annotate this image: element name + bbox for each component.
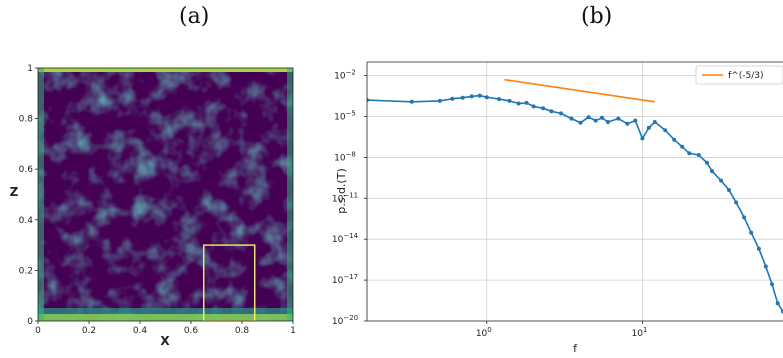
heatmap-panel: 0 0.2 0.4 0.6 0.8 1 0 0.2 0.4 0.6 0.8 1 X Z xyxy=(10,64,296,348)
psd-data-point xyxy=(549,109,554,114)
heatmap-frame xyxy=(37,67,294,322)
heatmap-boundary-layers xyxy=(38,68,293,321)
psd-data-point xyxy=(524,100,529,105)
psd-data-point xyxy=(516,101,521,106)
psd-data-point xyxy=(600,115,604,120)
heatmap-x-tick-label: 0.4 xyxy=(133,326,148,336)
heatmap-y-tick-label: 0.6 xyxy=(19,165,34,175)
psd-data-point xyxy=(559,111,563,116)
psd-data-point xyxy=(586,115,591,120)
legend-label: f^(-5/3) xyxy=(728,71,763,81)
spectrum-x-axis-title: f xyxy=(573,342,578,355)
heatmap-x-tick-label: 0.2 xyxy=(82,326,96,336)
psd-data-point xyxy=(484,95,489,100)
heatmap-y-tick-label: 0.2 xyxy=(19,266,33,276)
psd-data-point xyxy=(734,200,739,205)
psd-data-point xyxy=(450,96,455,101)
heatmap-x-axis-title: X xyxy=(160,334,170,348)
psd-data-point xyxy=(541,106,546,111)
reference-slope-line xyxy=(504,78,655,103)
psd-data-point xyxy=(680,144,685,149)
psd-data-point xyxy=(749,230,754,235)
psd-data-point xyxy=(569,116,574,121)
spectrum-y-axis-title: p.s.d.(T) xyxy=(335,168,348,214)
heatmap-x-tick-label: 0 xyxy=(35,326,41,336)
spectrum-y-tick-exponent: −14 xyxy=(343,232,358,240)
psd-data-point xyxy=(710,169,714,174)
psd-data-point xyxy=(646,125,651,130)
psd-data-point xyxy=(672,137,677,142)
spectrum-y-tick-label: 10−20 xyxy=(332,314,358,327)
psd-data-point xyxy=(625,121,630,126)
psd-data-point xyxy=(578,120,583,125)
psd-data-point xyxy=(775,301,780,306)
psd-data-point xyxy=(687,151,692,156)
heatmap-y-tick-label: 0.8 xyxy=(19,115,34,125)
psd-series-line xyxy=(367,94,783,312)
psd-data-point xyxy=(633,118,638,123)
psd-data-point xyxy=(616,116,621,121)
spectrum-x-tick-exponent: 0 xyxy=(487,326,491,334)
legend-box xyxy=(695,65,783,85)
psd-data-point xyxy=(593,118,598,123)
psd-data-point xyxy=(469,94,474,99)
spectrum-panel: 100 101 10−210−510−810−1110−1410−1710−20 … xyxy=(332,61,783,355)
spectrum-series xyxy=(367,78,783,314)
spectrum-y-tick-exponent: −2 xyxy=(346,69,356,77)
psd-data-point xyxy=(460,95,465,100)
spectrum-y-tick-exponent: −11 xyxy=(343,191,358,199)
psd-data-point xyxy=(507,98,512,103)
spectrum-y-tick-label: 10−5 xyxy=(334,110,356,123)
psd-data-point xyxy=(477,93,482,98)
psd-data-point xyxy=(663,128,668,133)
spectrum-grid xyxy=(367,62,783,322)
psd-data-point xyxy=(719,178,724,183)
heatmap-y-tick-label: 1 xyxy=(27,64,33,74)
psd-data-point xyxy=(756,246,761,251)
psd-data-point xyxy=(705,160,709,165)
psd-data-point xyxy=(409,99,414,104)
psd-data-point xyxy=(727,188,731,193)
psd-data-point xyxy=(763,264,768,269)
psd-data-point xyxy=(497,97,502,102)
heatmap-vortex-texture xyxy=(38,68,293,321)
panel-label-b: (b) xyxy=(581,4,613,29)
spectrum-y-tick-exponent: −8 xyxy=(346,150,356,158)
psd-data-point xyxy=(367,98,369,103)
spectrum-y-tick-label: 10−14 xyxy=(332,232,359,245)
spectrum-y-tick-exponent: −20 xyxy=(343,314,358,322)
spectrum-y-tick-label: 10−17 xyxy=(332,273,358,286)
spectrum-x-tick-exponent: 1 xyxy=(643,326,647,334)
heatmap-x-ticks: 0 0.2 0.4 0.6 0.8 1 xyxy=(35,321,296,336)
heatmap-y-tick-label: 0 xyxy=(27,317,33,327)
heatmap-x-tick-label: 1 xyxy=(290,326,296,336)
heatmap-x-tick-label: 0.8 xyxy=(235,326,250,336)
psd-data-point xyxy=(696,153,701,157)
heatmap-y-ticks: 0 0.2 0.4 0.6 0.8 1 xyxy=(19,64,38,327)
psd-data-point xyxy=(437,98,442,103)
legend: f^(-5/3) xyxy=(695,65,783,85)
psd-data-point xyxy=(605,120,610,124)
spectrum-y-tick-label: 10−8 xyxy=(334,150,356,163)
spectrum-x-tick-label: 101 xyxy=(631,326,647,339)
panel-label-a: (a) xyxy=(179,4,210,29)
spectrum-y-tick-label: 10−2 xyxy=(334,69,356,82)
spectrum-y-tick-exponent: −17 xyxy=(343,273,358,281)
heatmap-y-axis-title: Z xyxy=(10,185,19,199)
psd-data-point xyxy=(742,215,747,220)
psd-data-point xyxy=(531,104,536,109)
psd-data-point xyxy=(770,282,774,287)
spectrum-y-tick-exponent: −5 xyxy=(346,110,356,118)
spectrum-x-tick-label: 100 xyxy=(476,326,492,339)
psd-data-point xyxy=(640,136,645,141)
heatmap-x-tick-label: 0.6 xyxy=(184,326,199,336)
heatmap-y-tick-label: 0.4 xyxy=(19,216,34,226)
psd-data-point xyxy=(652,120,657,124)
spectrum-x-ticks: 100 101 xyxy=(476,321,647,339)
